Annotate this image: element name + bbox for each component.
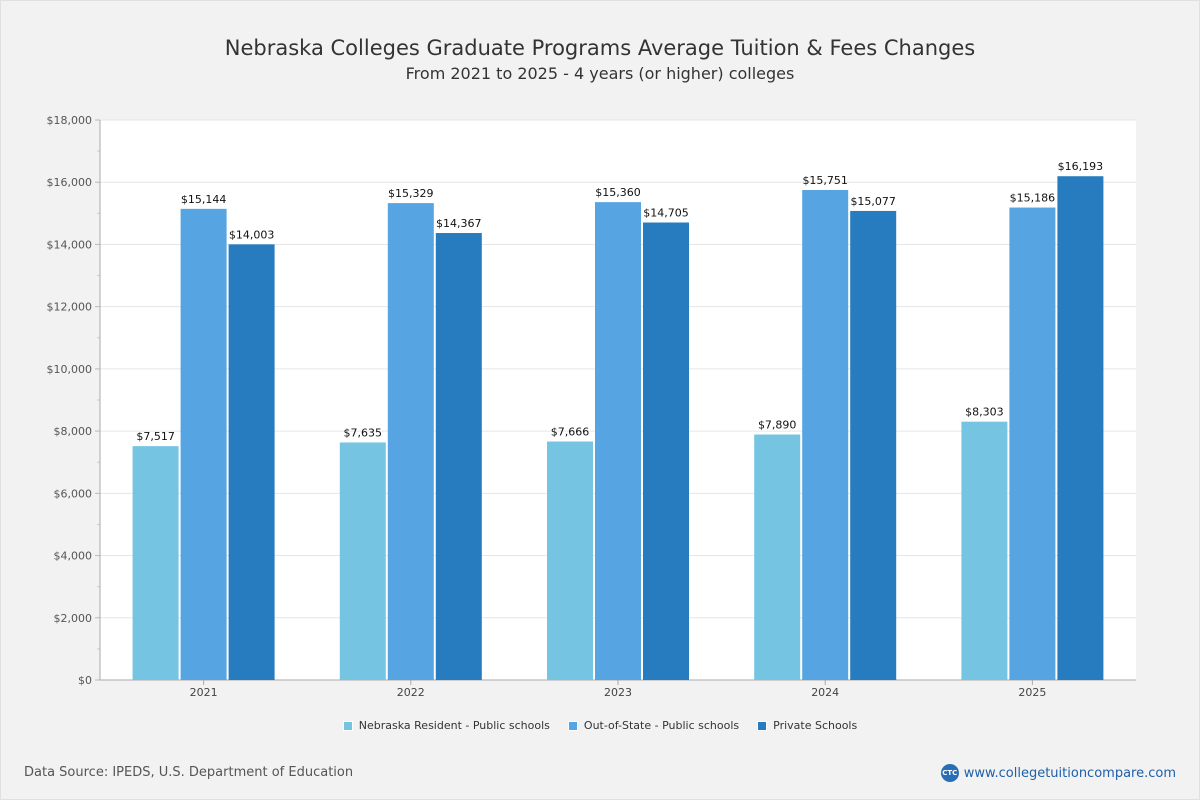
bar-value-label: $7,666	[551, 426, 590, 439]
chart-legend: Nebraska Resident - Public schools Out-o…	[0, 719, 1200, 732]
x-tick-label: 2021	[190, 686, 218, 699]
bar-value-label: $16,193	[1058, 160, 1104, 173]
legend-label-out-of-state: Out-of-State - Public schools	[583, 719, 740, 732]
bar-value-label: $7,517	[136, 430, 175, 443]
y-tick-label: $2,000	[54, 612, 93, 625]
bar-value-label: $8,303	[965, 406, 1004, 419]
y-tick-label: $18,000	[47, 114, 93, 127]
chart-title: Nebraska Colleges Graduate Programs Aver…	[224, 36, 976, 60]
bar-value-label: $15,144	[181, 193, 227, 206]
y-tick-label: $12,000	[47, 301, 93, 314]
bar	[802, 189, 849, 681]
legend-swatch-out-of-state	[567, 720, 578, 731]
y-tick-label: $4,000	[54, 550, 93, 563]
y-tick-label: $10,000	[47, 363, 93, 376]
bar	[754, 434, 801, 680]
bar-value-label: $15,360	[595, 186, 641, 199]
bar	[1057, 176, 1104, 680]
chart-subtitle: From 2021 to 2025 - 4 years (or higher) …	[405, 64, 795, 83]
bar-value-label: $14,705	[643, 207, 689, 220]
x-tick-label: 2023	[604, 686, 632, 699]
legend-swatch-resident	[342, 720, 353, 731]
bar-value-label: $7,635	[344, 426, 383, 439]
bar	[228, 244, 275, 680]
bar	[547, 441, 593, 680]
y-tick-label: $0	[78, 674, 92, 687]
bar	[643, 222, 689, 680]
bar	[180, 208, 227, 680]
bar	[132, 446, 179, 680]
site-url[interactable]: www.collegetuitioncompare.com	[963, 765, 1176, 781]
x-tick-label: 2022	[397, 686, 425, 699]
bar	[595, 202, 641, 680]
legend-item-resident[interactable]: Nebraska Resident - Public schools	[342, 719, 550, 732]
bar-value-label: $15,329	[388, 187, 434, 200]
bar-value-label: $7,890	[758, 419, 797, 432]
data-source: Data Source: IPEDS, U.S. Department of E…	[24, 765, 354, 780]
bar	[339, 442, 386, 680]
y-tick-label: $8,000	[54, 425, 93, 438]
bar	[387, 203, 434, 680]
y-tick-label: $16,000	[47, 176, 93, 189]
bar	[961, 421, 1008, 680]
y-tick-label: $14,000	[47, 238, 93, 251]
y-tick-label: $6,000	[54, 487, 93, 500]
bar	[1009, 207, 1056, 680]
bar-value-label: $14,367	[436, 217, 482, 230]
bar	[435, 233, 482, 680]
legend-label-private: Private Schools	[773, 719, 858, 732]
legend-item-private[interactable]: Private Schools	[757, 719, 857, 732]
bar	[850, 210, 897, 680]
legend-label-resident: Nebraska Resident - Public schools	[358, 719, 550, 732]
bar-value-label: $14,003	[229, 228, 275, 241]
site-logo-icon: CTC	[940, 764, 959, 782]
bar-value-label: $15,751	[802, 174, 848, 187]
bar-value-label: $15,186	[1010, 192, 1056, 205]
bar-value-label: $15,077	[850, 195, 896, 208]
x-tick-label: 2025	[1018, 686, 1046, 699]
legend-item-out-of-state[interactable]: Out-of-State - Public schools	[567, 719, 740, 732]
legend-swatch-private	[757, 720, 768, 731]
site-credit[interactable]: CTC www.collegetuitioncompare.com	[940, 764, 1176, 782]
x-tick-label: 2024	[811, 686, 839, 699]
